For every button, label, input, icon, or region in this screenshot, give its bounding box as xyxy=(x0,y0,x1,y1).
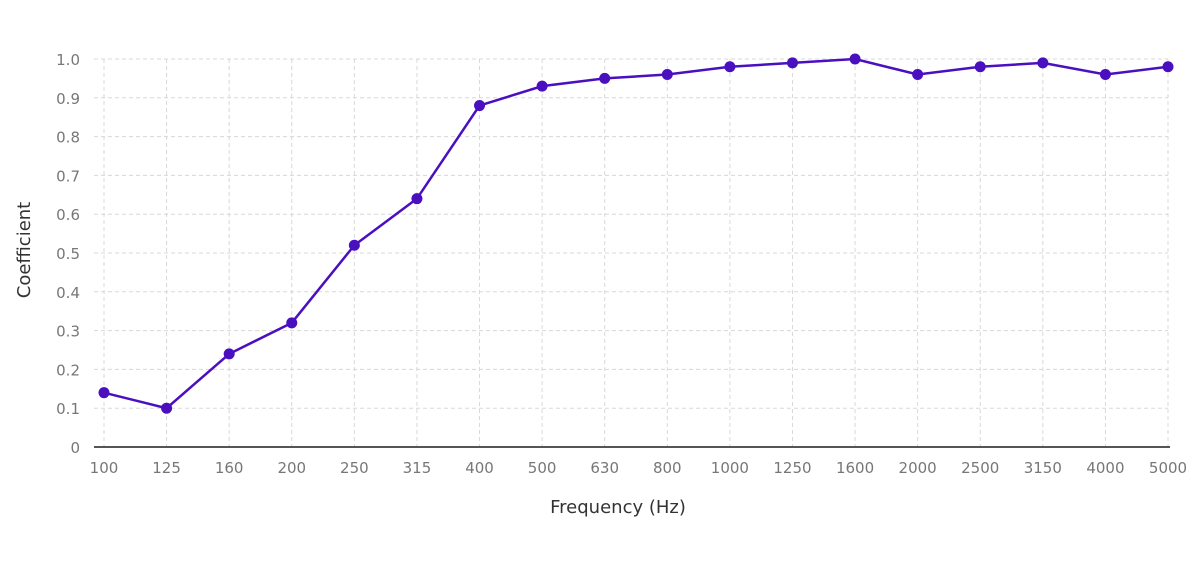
x-tick-label: 250 xyxy=(340,459,369,477)
data-point xyxy=(849,53,861,65)
y-tick-label: 0.6 xyxy=(56,206,80,224)
data-point xyxy=(1099,69,1111,81)
data-point xyxy=(98,387,110,399)
data-point xyxy=(661,69,673,81)
x-tick-label: 800 xyxy=(653,459,682,477)
data-point xyxy=(1162,61,1174,73)
data-point xyxy=(974,61,986,73)
x-tick-label: 630 xyxy=(590,459,619,477)
x-tick-label: 500 xyxy=(528,459,557,477)
y-tick-label: 0.3 xyxy=(56,323,80,341)
data-point xyxy=(286,317,298,329)
series-line xyxy=(103,57,1169,410)
y-tick-label: 0.1 xyxy=(56,400,80,418)
data-point xyxy=(161,402,173,414)
y-tick-label: 0.4 xyxy=(56,284,80,302)
y-axis-title: Coefficient xyxy=(14,202,35,299)
data-point xyxy=(474,100,486,112)
data-point xyxy=(786,57,798,69)
x-tick-label: 4000 xyxy=(1086,459,1124,477)
data-point xyxy=(1037,57,1049,69)
x-tick-label: 5000 xyxy=(1149,459,1187,477)
y-tick-label: 0.8 xyxy=(56,129,80,147)
x-tick-label: 315 xyxy=(403,459,432,477)
y-tick-label: 1.0 xyxy=(56,51,80,69)
data-point xyxy=(912,69,924,81)
x-tick-label: 1600 xyxy=(836,459,874,477)
x-tick-label: 2500 xyxy=(961,459,999,477)
y-tick-label: 0.9 xyxy=(56,90,80,108)
x-tick-label: 200 xyxy=(277,459,306,477)
x-tick-label: 100 xyxy=(90,459,119,477)
data-point xyxy=(536,80,548,92)
data-point xyxy=(411,193,423,205)
data-point xyxy=(348,239,360,251)
y-tick-label: 0.5 xyxy=(56,245,80,263)
x-tick-label: 1250 xyxy=(773,459,811,477)
y-tick-label: 0.7 xyxy=(56,167,80,185)
x-tick-labels: 100 125 160 200 250 315 400 500 630 800 1000 1250 16… xyxy=(90,459,1187,477)
x-axis-title: Frequency (Hz) xyxy=(550,497,686,518)
series xyxy=(98,53,1174,414)
x-tick-label: 3150 xyxy=(1024,459,1062,477)
y-tick-label: 0.2 xyxy=(56,361,80,379)
x-tick-label: 1000 xyxy=(711,459,749,477)
data-point xyxy=(223,348,235,360)
x-tick-label: 2000 xyxy=(899,459,937,477)
x-tick-label: 400 xyxy=(465,459,494,477)
data-point xyxy=(724,61,736,73)
x-tick-label: 125 xyxy=(152,459,181,477)
x-tick-label: 160 xyxy=(215,459,244,477)
y-tick-labels: 0 0.1 0.2 0.3 0.4 0.5 0.6 0.7 0.8 0.9 1.0 xyxy=(56,51,80,457)
grid xyxy=(94,58,1169,447)
y-tick-label: 0 xyxy=(70,439,80,457)
data-point xyxy=(599,72,611,84)
